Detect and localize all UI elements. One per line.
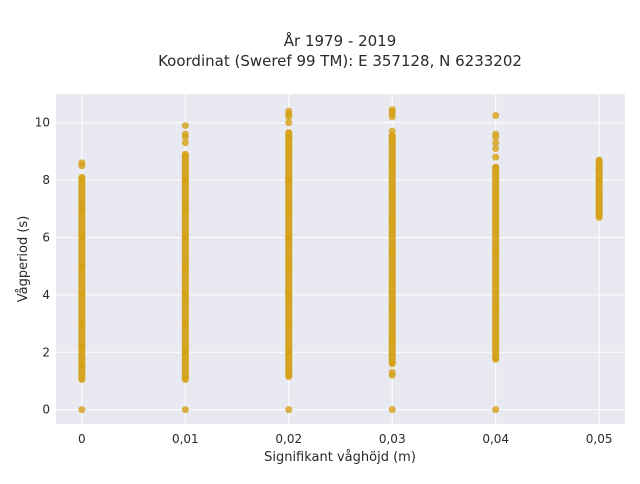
data-point xyxy=(388,334,396,342)
data-point xyxy=(285,291,293,299)
y-tick-label: 8 xyxy=(42,173,50,187)
data-point xyxy=(388,248,396,256)
data-point xyxy=(78,343,86,351)
y-tick-label: 2 xyxy=(42,345,50,359)
data-point xyxy=(78,291,86,299)
data-point xyxy=(285,133,293,141)
data-point xyxy=(492,145,500,153)
data-point xyxy=(285,107,293,115)
x-tick-label: 0,03 xyxy=(379,432,406,446)
data-point xyxy=(181,406,189,414)
dense-point-column xyxy=(78,175,86,382)
data-point xyxy=(78,262,86,270)
data-point xyxy=(388,360,396,368)
data-point xyxy=(388,136,396,144)
data-point xyxy=(595,176,603,184)
data-point xyxy=(285,373,293,381)
data-point xyxy=(78,406,86,414)
y-tick-label: 0 xyxy=(42,403,50,417)
x-axis-label: Signifikant våghöjd (m) xyxy=(264,450,416,465)
y-tick-label: 10 xyxy=(35,116,50,130)
data-point xyxy=(285,205,293,213)
data-point xyxy=(78,173,86,181)
data-point xyxy=(285,262,293,270)
data-point xyxy=(492,130,500,138)
data-point xyxy=(492,406,500,414)
y-axis-label: Vågperiod (s) xyxy=(16,216,31,303)
data-point xyxy=(181,176,189,184)
data-point xyxy=(388,277,396,285)
data-point xyxy=(78,376,86,384)
data-points xyxy=(78,106,603,414)
data-point xyxy=(595,205,603,213)
x-tick-label: 0,04 xyxy=(482,432,509,446)
data-point xyxy=(492,334,500,342)
data-point xyxy=(492,277,500,285)
data-point xyxy=(492,165,500,173)
data-point xyxy=(181,139,189,147)
data-point xyxy=(388,190,396,198)
data-point xyxy=(181,262,189,270)
data-point xyxy=(595,190,603,198)
data-point xyxy=(388,219,396,227)
data-point xyxy=(388,127,396,135)
data-point xyxy=(492,305,500,313)
chart-title-line2: Koordinat (Sweref 99 TM): E 357128, N 62… xyxy=(158,52,522,70)
data-point xyxy=(492,139,500,147)
y-tick-labels: 0 2 4 6 8 10 xyxy=(35,116,50,417)
data-point xyxy=(595,213,603,221)
data-point xyxy=(78,159,86,167)
data-point xyxy=(181,348,189,356)
data-point xyxy=(388,406,396,414)
data-point xyxy=(492,190,500,198)
data-point xyxy=(492,248,500,256)
data-point xyxy=(388,162,396,170)
data-point xyxy=(388,368,396,376)
y-tick-label: 4 xyxy=(42,288,50,302)
data-point xyxy=(492,153,500,161)
data-point xyxy=(285,320,293,328)
data-point xyxy=(285,233,293,241)
data-point xyxy=(285,406,293,414)
data-point xyxy=(181,150,189,158)
dense-point-column xyxy=(595,158,603,220)
data-point xyxy=(388,106,396,114)
x-tick-label: 0,02 xyxy=(275,432,302,446)
x-tick-label: 0 xyxy=(78,432,86,446)
data-point xyxy=(285,119,293,127)
data-point xyxy=(78,205,86,213)
data-point xyxy=(181,291,189,299)
y-tick-label: 6 xyxy=(42,230,50,244)
data-point xyxy=(595,165,603,173)
data-point xyxy=(181,122,189,130)
x-tick-labels: 0 0,01 0,02 0,03 0,04 0,05 xyxy=(78,432,612,446)
data-point xyxy=(285,348,293,356)
data-point xyxy=(181,130,189,138)
data-point xyxy=(78,320,86,328)
data-point xyxy=(285,147,293,155)
data-point xyxy=(492,219,500,227)
data-point xyxy=(181,233,189,241)
data-point xyxy=(181,205,189,213)
data-point xyxy=(78,363,86,371)
data-point xyxy=(492,355,500,363)
data-point xyxy=(492,112,500,120)
data-point xyxy=(595,156,603,164)
chart-title-line1: År 1979 - 2019 xyxy=(284,31,397,50)
x-tick-label: 0,01 xyxy=(172,432,199,446)
data-point xyxy=(181,320,189,328)
data-point xyxy=(285,176,293,184)
data-point xyxy=(388,305,396,313)
dense-point-column xyxy=(285,129,293,379)
data-point xyxy=(78,233,86,241)
x-tick-label: 0,05 xyxy=(586,432,613,446)
plot-area xyxy=(56,94,625,424)
data-point xyxy=(181,376,189,384)
